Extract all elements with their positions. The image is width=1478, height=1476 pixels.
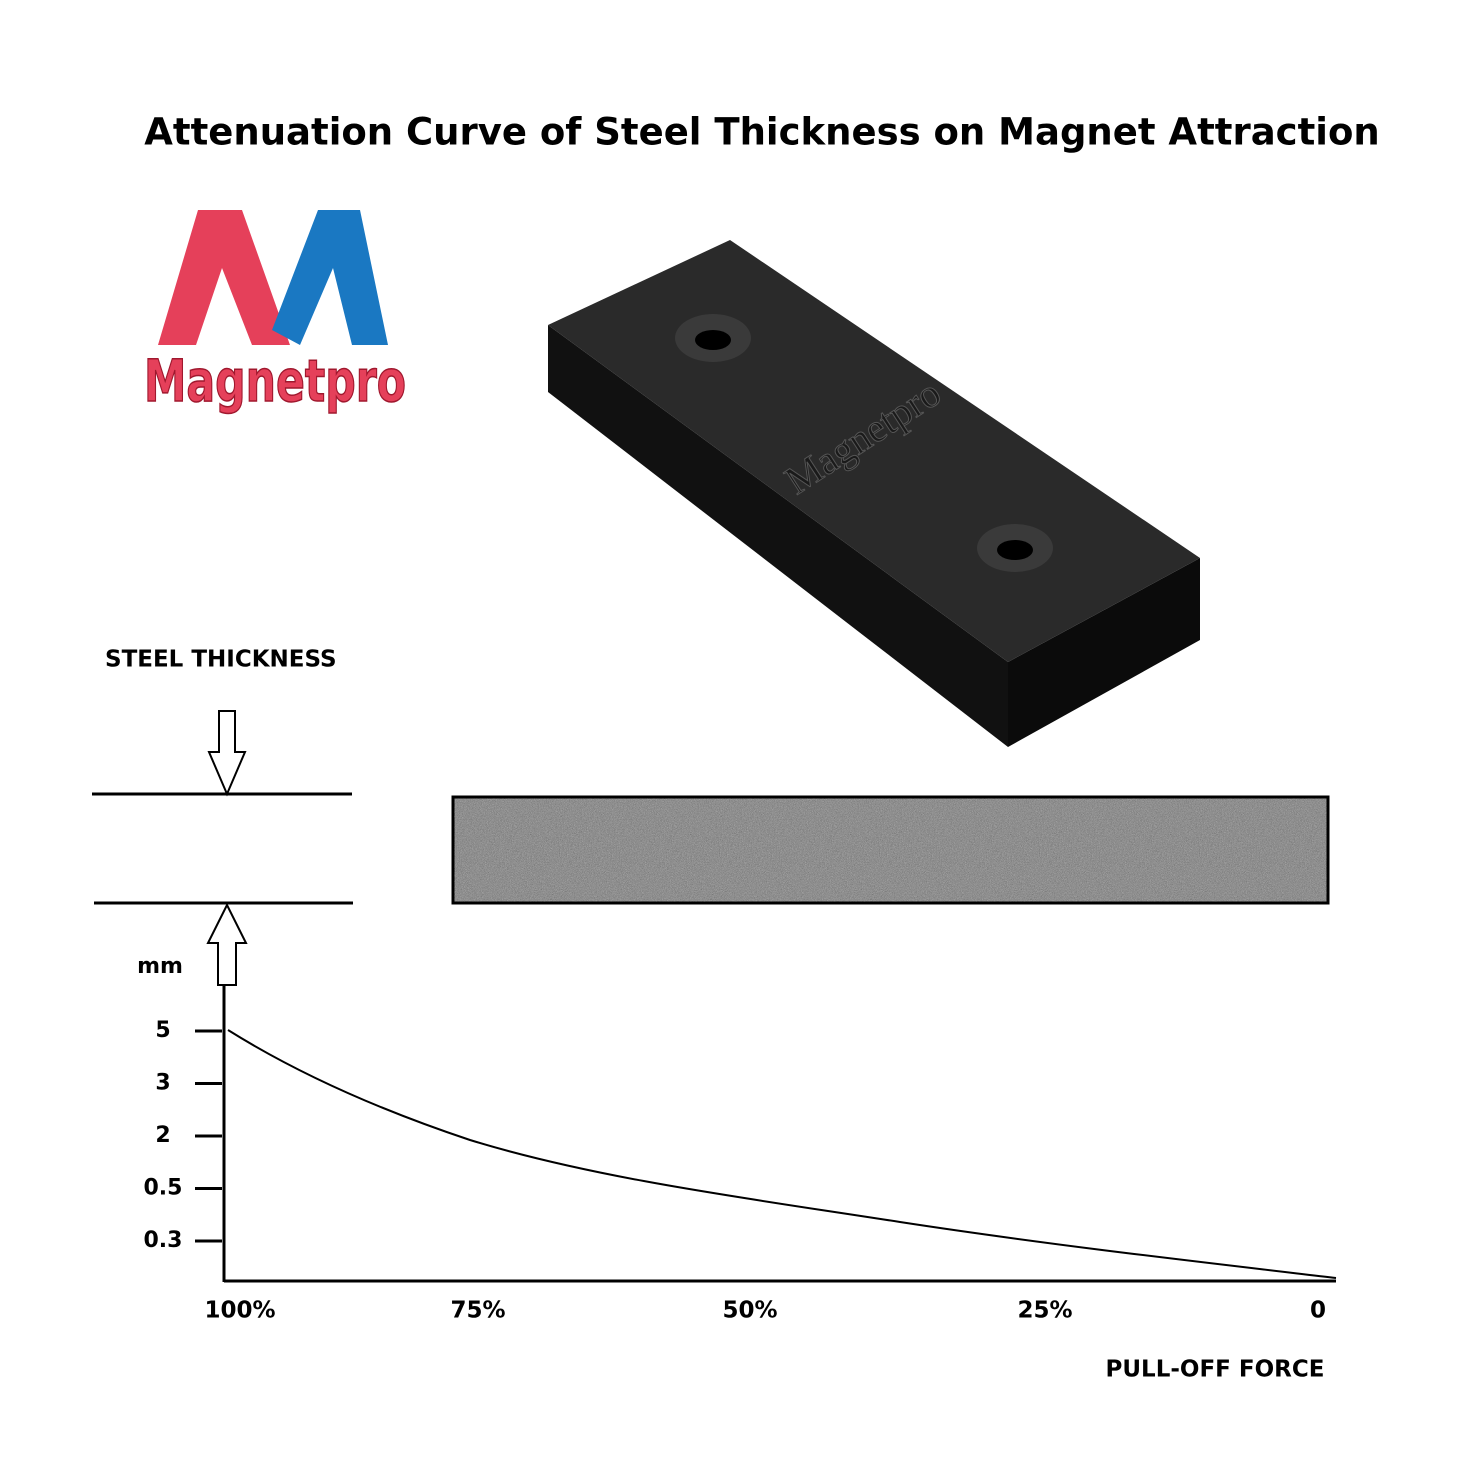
x-tick-label: 100% (204, 1298, 275, 1324)
x-tick-label: 50% (722, 1298, 777, 1324)
magnet: Magnetpro (548, 240, 1200, 747)
steel-label: STEEL THICKNESS (105, 647, 337, 673)
y-tick-label: 5 (155, 1018, 170, 1043)
arrows (206, 710, 248, 986)
x-tick-label: 75% (450, 1298, 505, 1324)
y-tick-label: 3 (155, 1071, 170, 1096)
curve (227, 1029, 1337, 1279)
y-tick-label: 0.5 (144, 1176, 183, 1201)
logo: Magnetpro (143, 210, 407, 416)
steel-outline (451, 795, 1330, 905)
title: Attenuation Curve of Steel Thickness on … (144, 111, 1379, 154)
x-tick-label: 0 (1310, 1298, 1326, 1324)
steel-texture (453, 797, 1328, 903)
x-title: PULL-OFF FORCE (1106, 1357, 1325, 1383)
y-tick-label: 2 (155, 1123, 170, 1148)
y-unit: mm (137, 954, 183, 979)
y-tick-label: 0.3 (144, 1228, 183, 1253)
x-tick-label: 25% (1017, 1298, 1072, 1324)
logo-text: Magnetpro (144, 347, 406, 415)
